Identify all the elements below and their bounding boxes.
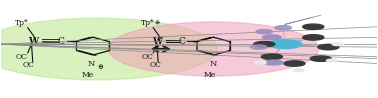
Text: Tp*: Tp* <box>14 19 28 27</box>
Text: OC: OC <box>142 53 153 61</box>
Circle shape <box>332 43 343 46</box>
Circle shape <box>303 24 324 29</box>
Circle shape <box>303 35 324 40</box>
Circle shape <box>261 54 282 59</box>
Text: C: C <box>178 37 185 46</box>
Circle shape <box>264 60 283 65</box>
Text: N: N <box>210 60 217 69</box>
Text: OC: OC <box>23 61 35 69</box>
Circle shape <box>268 40 302 49</box>
Circle shape <box>255 61 266 64</box>
Circle shape <box>262 35 281 40</box>
Text: ⊕: ⊕ <box>154 19 160 24</box>
Circle shape <box>256 29 273 34</box>
Text: OC: OC <box>15 53 27 61</box>
Text: W: W <box>152 37 162 46</box>
Circle shape <box>250 45 267 49</box>
Text: OC: OC <box>149 61 161 69</box>
Circle shape <box>327 59 338 62</box>
Text: ⊕: ⊕ <box>98 63 104 71</box>
Circle shape <box>0 18 217 80</box>
Text: N: N <box>87 60 95 69</box>
Circle shape <box>108 22 319 76</box>
Text: Me: Me <box>81 71 93 79</box>
Text: C: C <box>57 37 64 46</box>
Text: Me: Me <box>204 71 216 79</box>
Circle shape <box>275 26 291 30</box>
Circle shape <box>310 56 332 61</box>
Circle shape <box>254 41 275 47</box>
Text: Tp*: Tp* <box>141 19 155 27</box>
Circle shape <box>318 44 339 50</box>
Text: W: W <box>28 37 38 46</box>
Circle shape <box>284 61 305 66</box>
Circle shape <box>293 69 304 72</box>
